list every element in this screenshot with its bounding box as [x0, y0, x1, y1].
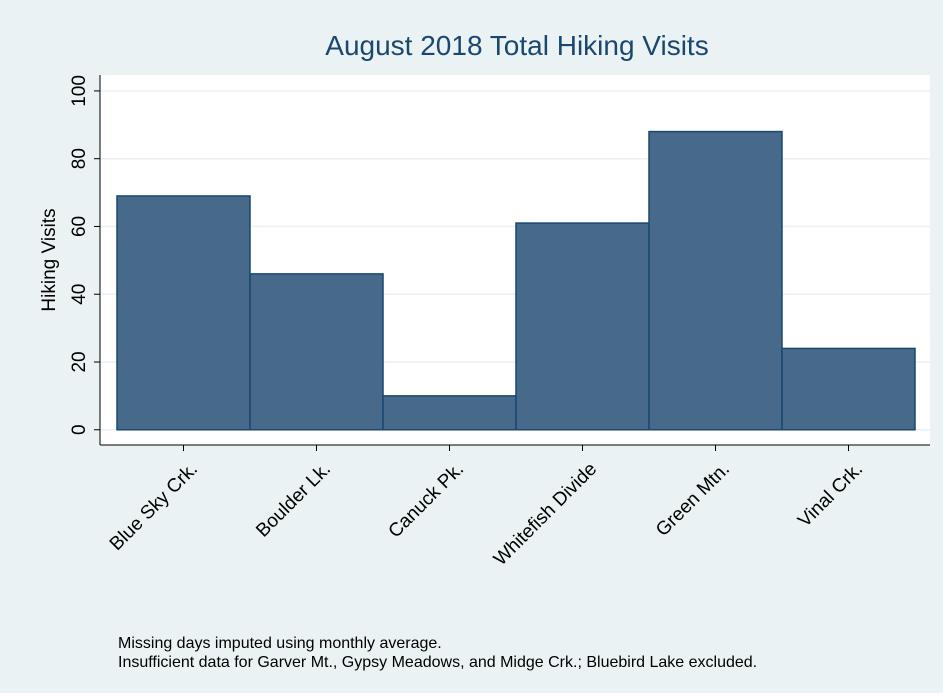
y-tick-label: 40 [69, 284, 90, 305]
y-tick-label: 0 [69, 424, 90, 435]
y-tick-label: 20 [69, 351, 90, 372]
y-tick-label: 60 [69, 216, 90, 237]
note: Insufficient data for Garver Mt., Gypsy … [118, 654, 757, 671]
chart-title: August 2018 Total Hiking Visits [325, 30, 708, 61]
bar [515, 222, 650, 431]
y-tick-label: 80 [69, 148, 90, 169]
bar [116, 195, 251, 431]
bar [249, 273, 384, 431]
y-axis-label: Hiking Visits [39, 208, 60, 311]
y-tick-label: 100 [69, 75, 90, 107]
bar [781, 347, 916, 431]
bar [648, 130, 783, 431]
note: Missing days imputed using monthly avera… [118, 635, 442, 652]
bar [382, 395, 517, 431]
